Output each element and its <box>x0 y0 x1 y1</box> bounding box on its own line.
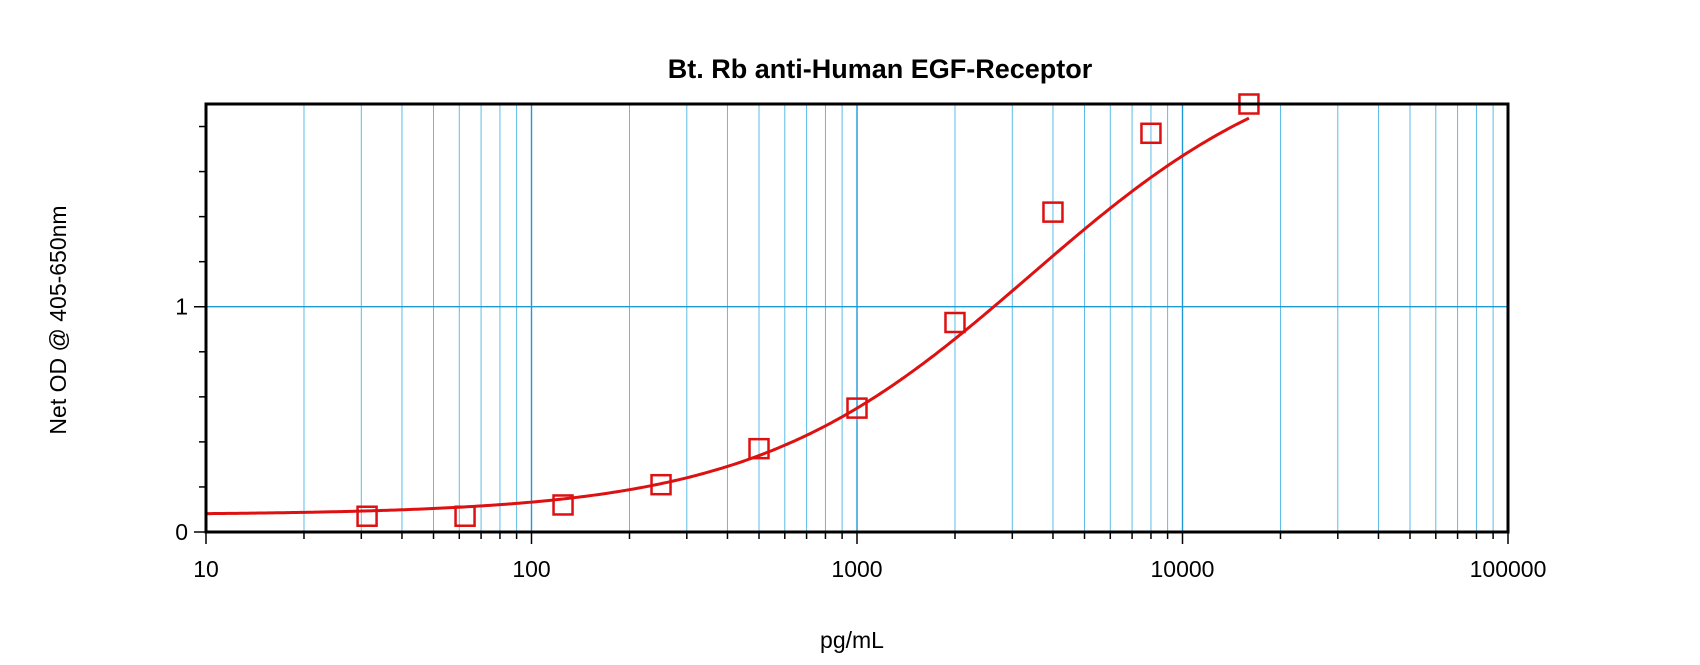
data-point <box>846 397 868 419</box>
x-tick-label: 1000 <box>831 556 882 582</box>
data-point <box>944 311 966 334</box>
y-tick-label: 0 <box>175 519 188 545</box>
chart-title: Bt. Rb anti-Human EGF-Receptor <box>668 54 1093 84</box>
x-tick-label: 10000 <box>1151 556 1215 582</box>
x-tick-label: 10 <box>193 556 219 582</box>
data-point <box>650 473 672 496</box>
x-tick-label: 100000 <box>1470 556 1547 582</box>
data-point <box>454 505 476 527</box>
y-axis-label: Net OD @ 405-650nm <box>45 205 71 434</box>
x-axis-label: pg/mL <box>820 627 884 653</box>
data-point <box>1042 201 1064 223</box>
fit-curve <box>205 116 1250 516</box>
fit-curve-group <box>205 116 1250 516</box>
data-point <box>356 505 378 527</box>
data-point <box>552 494 574 516</box>
axis-ticks: 10 100 1000 10000 100000 0 1 <box>175 125 1547 582</box>
grid-lines <box>206 104 1508 532</box>
data-point <box>1140 122 1162 145</box>
x-tick-label: 100 <box>512 556 550 582</box>
data-point <box>748 437 770 460</box>
y-tick-label: 1 <box>175 294 188 320</box>
